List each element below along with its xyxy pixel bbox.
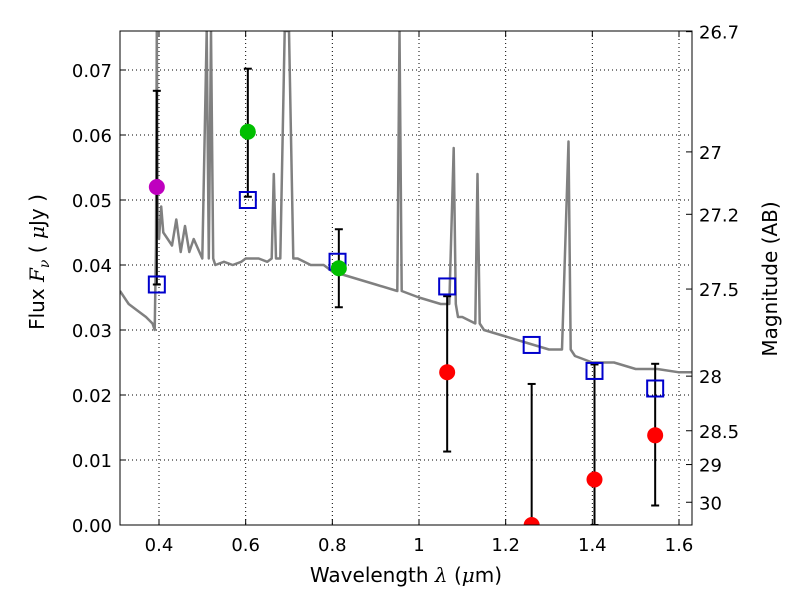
plot-frame (119, 30, 693, 526)
model-photometry-square (585, 361, 604, 380)
model-photometry-square (522, 335, 541, 354)
x-tick-label: 0.8 (318, 535, 347, 556)
error-bar-layer (152, 67, 660, 525)
x-tick-label: 0.6 (231, 535, 260, 556)
right-tick-label: 27 (699, 143, 722, 164)
x-tick-label: 1.4 (578, 535, 607, 556)
observed-point (586, 471, 603, 488)
right-tick-label: 28.5 (699, 422, 739, 443)
right-tick-label: 27.2 (699, 205, 739, 226)
observed-point (439, 364, 456, 381)
observed-point (239, 123, 256, 140)
y-tick-label: 0.01 (72, 451, 112, 472)
sed-line-layer (120, 31, 692, 374)
y-tick-label: 0.02 (72, 386, 112, 407)
sed-line (120, 31, 692, 374)
x-tick-label: 1.2 (491, 535, 520, 556)
observed-point (647, 427, 664, 444)
y-axis-title: Flux Fν ( μJy ) (25, 194, 53, 330)
right-tick-label: 28 (699, 367, 722, 388)
y-axis-title-right: Magnitude (AB) (758, 201, 782, 356)
grid (120, 31, 692, 525)
observed-point (330, 260, 347, 277)
observed-point (148, 179, 165, 195)
x-tick-label: 1 (413, 535, 424, 556)
right-tick-label: 29 (699, 456, 722, 477)
model-photometry-layer (147, 191, 665, 398)
observed-point (523, 517, 540, 525)
model-photometry-square (147, 275, 166, 294)
tick-label-layer: 0.4 0.6 0.8 1 1.2 1.4 1.6 0.00 0.01 0.02 0.03 0.04 0… (72, 23, 739, 556)
right-tick-label: 26.7 (699, 23, 739, 44)
x-tick-label: 0.4 (145, 535, 174, 556)
x-axis-title: Wavelength λ (μm) (310, 563, 502, 587)
right-tick-label: 30 (699, 493, 722, 514)
x-tick-label: 1.6 (665, 535, 694, 556)
y-tick-label: 0.07 (72, 61, 112, 82)
model-photometry-square (438, 277, 457, 296)
y-tick-label: 0.05 (72, 191, 112, 212)
right-tick-label: 27.5 (699, 280, 739, 301)
model-photometry-square (646, 379, 665, 398)
model-photometry-square (238, 191, 257, 209)
y-tick-label: 0.04 (72, 256, 112, 277)
y-tick-label: 0.06 (72, 126, 112, 147)
y-tick-label: 0.03 (72, 321, 112, 342)
y-tick-label: 0.00 (72, 516, 112, 537)
tick-layer (120, 31, 692, 526)
observed-photometry-layer (148, 123, 664, 525)
